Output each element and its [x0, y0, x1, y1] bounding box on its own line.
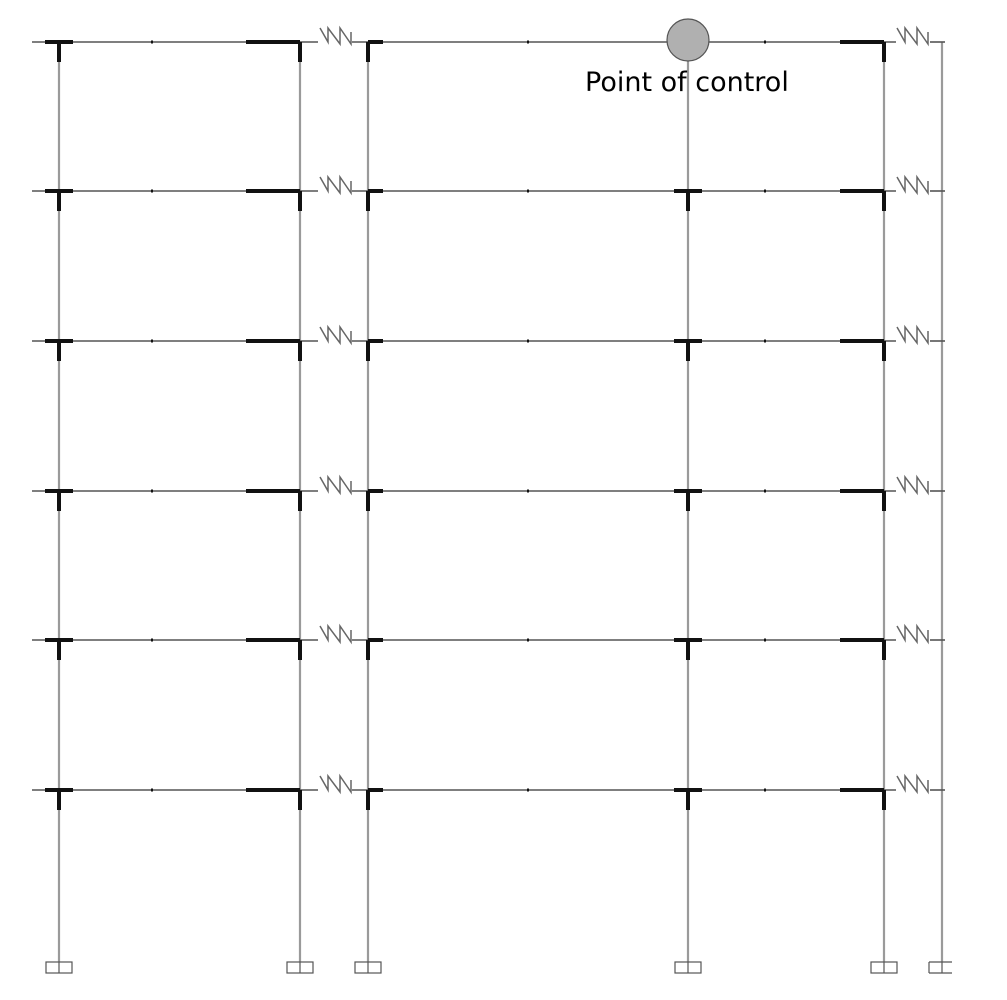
- columns: [57, 42, 944, 962]
- spring-link-left: [319, 474, 352, 496]
- beam-column-joints: [45, 40, 886, 810]
- spring-link-left: [319, 623, 352, 645]
- spring-link-left: [319, 174, 352, 196]
- spring-link-right: [896, 474, 929, 496]
- spring-link-left: [319, 324, 352, 346]
- base-supports: [45, 961, 952, 974]
- spring-link-right: [896, 174, 929, 196]
- control-point-marker: [666, 18, 710, 62]
- spring-link-left: [319, 25, 352, 47]
- spring-link-right: [896, 623, 929, 645]
- beams: [32, 40, 945, 792]
- control-point-label: Point of control: [585, 67, 789, 98]
- spring-link-right: [896, 25, 929, 47]
- spring-link-right: [896, 773, 929, 795]
- link-springs: [319, 25, 929, 795]
- spring-link-right: [896, 324, 929, 346]
- spring-link-left: [319, 773, 352, 795]
